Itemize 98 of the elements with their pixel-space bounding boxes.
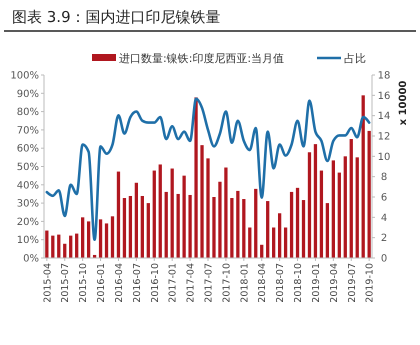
x-tick-label: 2018-04 [257, 263, 268, 303]
bar [140, 196, 144, 258]
bar [290, 192, 294, 258]
bar [260, 244, 264, 258]
x-tick-label: 2015-07 [60, 263, 72, 303]
bar [146, 203, 150, 258]
x-tick-label: 2017-07 [204, 263, 214, 303]
y2-tick-label: 2 [380, 233, 388, 244]
bar [200, 145, 204, 258]
bar [242, 199, 246, 258]
y-tick-label: 60% [16, 144, 39, 155]
bar [164, 192, 168, 258]
bar [110, 216, 114, 258]
bar [116, 172, 120, 258]
y-tick-label: 10% [16, 235, 39, 246]
x-tick-label: 2015-04 [42, 263, 54, 303]
bar [314, 144, 318, 258]
bar [296, 188, 300, 258]
bar [320, 170, 324, 258]
y2-axis-title: x 10000 [398, 80, 409, 126]
bar [344, 156, 347, 258]
y2-tick-label: 16 [378, 90, 390, 102]
x-tick-label: 2016-10 [150, 263, 161, 303]
y2-tick-label: 14 [378, 111, 390, 122]
x-tick-label: 2019-10 [364, 263, 376, 303]
x-tick-label: 2019-04 [328, 263, 340, 303]
bar [230, 198, 234, 258]
bar [81, 217, 84, 258]
y2-tick-label: 12 [378, 132, 390, 142]
bar [284, 228, 288, 258]
bar [302, 200, 306, 258]
bar [338, 172, 341, 258]
bar [224, 168, 228, 258]
y-tick-label: 50% [16, 162, 39, 173]
x-tick-label: 2019-07 [346, 263, 358, 303]
bar [218, 182, 222, 258]
x-tick-label: 2017-10 [221, 263, 232, 303]
bar [86, 221, 90, 258]
y-tick-label: 80% [16, 107, 39, 118]
y2-tick-label: 10 [378, 152, 390, 163]
bar [98, 219, 102, 258]
bar [266, 201, 270, 258]
x-tick-label: 2018-07 [275, 263, 286, 303]
line-series [46, 97, 370, 241]
x-tick-label: 2017-04 [186, 263, 197, 303]
bar [188, 194, 192, 258]
bar [350, 139, 353, 258]
bar [278, 213, 282, 258]
bar [212, 197, 216, 258]
bar [332, 160, 335, 258]
bar [326, 203, 330, 258]
x-tick-label: 2016-07 [132, 263, 143, 303]
bar [57, 234, 60, 258]
x-tick-label: 2019-01 [310, 263, 322, 303]
bar [69, 236, 72, 258]
x-tick-label: 2018-01 [239, 263, 250, 303]
y-tick-label: 0% [23, 254, 39, 264]
bar [75, 234, 78, 258]
bar [272, 228, 276, 258]
legend-label: 占比 [344, 52, 366, 65]
y2-tick-label: 0 [380, 254, 388, 264]
bar [152, 170, 156, 258]
bar [308, 152, 312, 258]
y-tick-label: 70% [16, 125, 39, 136]
y-tick-label: 30% [16, 198, 39, 210]
bar [248, 228, 252, 258]
legend-label: 进口数量:镍铁:印度尼西亚:当月值 [119, 52, 284, 65]
x-tick-label: 2016-01 [96, 263, 108, 303]
bar [170, 168, 174, 258]
x-tick-label: 2016-04 [114, 263, 125, 303]
y-tick-label: 20% [16, 216, 39, 228]
bar [51, 236, 54, 258]
y2-tick-label: 18 [378, 70, 390, 82]
bar [45, 230, 48, 258]
y2-tick-label: 8 [380, 172, 388, 184]
bar [254, 188, 258, 258]
bar [122, 198, 126, 258]
y2-tick-label: 4 [380, 212, 388, 224]
y2-tick-label: 6 [380, 192, 388, 204]
x-tick-label: 2018-10 [293, 263, 304, 303]
bar [63, 244, 66, 258]
bar [134, 182, 138, 258]
y-tick-label: 40% [16, 180, 39, 192]
bar [158, 164, 162, 258]
bar [182, 176, 186, 258]
y-tick-label: 100% [10, 70, 39, 82]
bar [206, 158, 210, 258]
bar [356, 157, 359, 258]
bar [368, 130, 371, 258]
bar [128, 196, 132, 258]
chart-title: 图表 3.9：国内进口印尼镍铁量 [12, 8, 221, 26]
x-tick-label: 2017-01 [168, 263, 179, 303]
y-tick-label: 90% [16, 88, 39, 100]
bar [236, 190, 240, 258]
bar [176, 194, 180, 258]
x-tick-label: 2015-10 [78, 263, 90, 303]
bar [104, 223, 108, 258]
bar [362, 95, 365, 258]
